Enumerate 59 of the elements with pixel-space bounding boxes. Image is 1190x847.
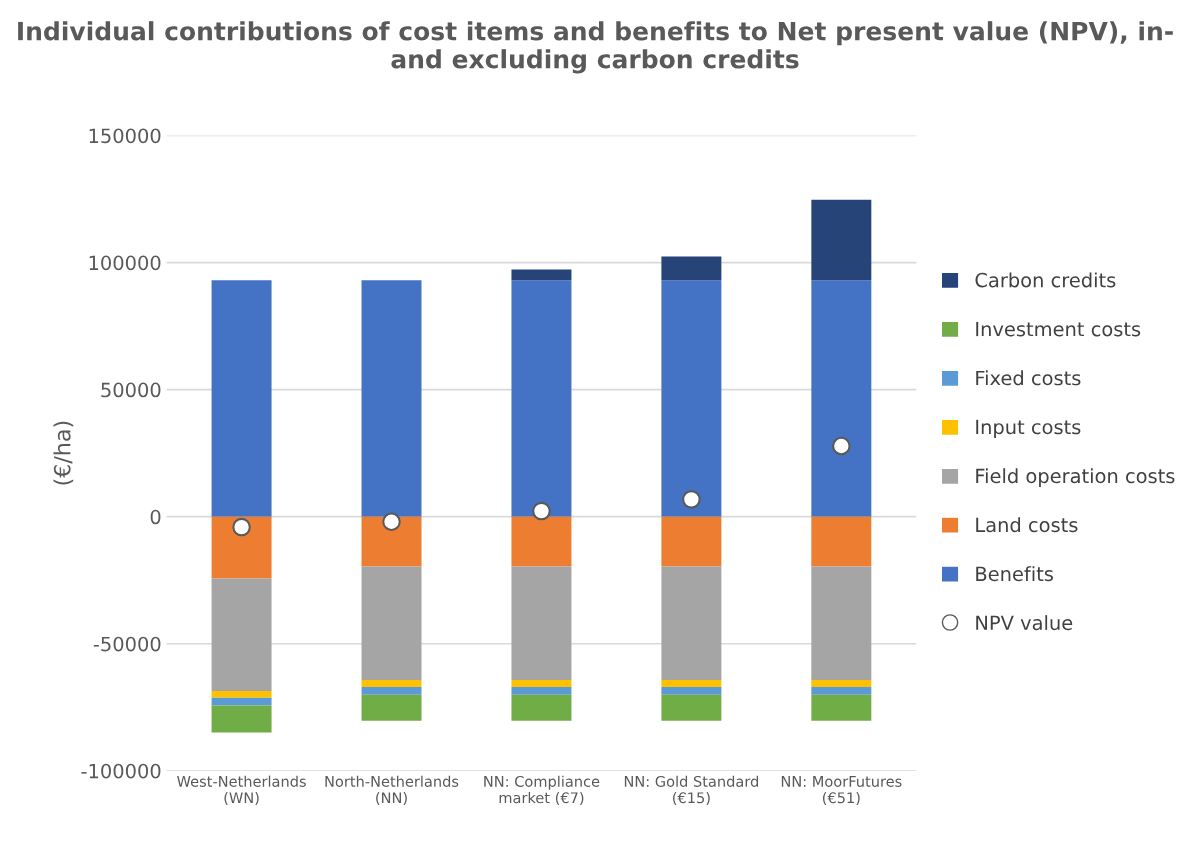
bar xyxy=(511,686,572,695)
bar xyxy=(661,280,722,517)
point xyxy=(832,436,851,456)
bar xyxy=(511,516,572,567)
bar xyxy=(661,566,722,681)
legend-label: Carbon credits xyxy=(975,272,1116,288)
y-tick-label: 100000 xyxy=(89,255,161,271)
bar xyxy=(361,694,422,721)
legend-label: Input costs xyxy=(976,419,1081,439)
bar xyxy=(661,256,722,281)
bar xyxy=(811,694,872,721)
bar xyxy=(511,269,572,281)
legend-label: Field operation costs xyxy=(976,468,1175,488)
bar xyxy=(811,516,872,567)
legend-label: Investment costs xyxy=(976,321,1141,337)
bar xyxy=(661,680,722,687)
bar xyxy=(211,697,272,706)
bar xyxy=(661,686,722,695)
y-tick-label: 50000 xyxy=(101,382,161,398)
bar xyxy=(511,566,572,681)
point xyxy=(532,501,551,521)
bar xyxy=(211,516,272,579)
bar xyxy=(811,280,872,517)
chart-title: Individual contributions of cost items and benefits to Net present value (NPV), in- and excluding carbon credits xyxy=(18,21,1173,74)
x-tick-label: NN: Gold Standard (€15) xyxy=(624,775,758,805)
bar xyxy=(661,516,722,567)
legend-label: NPV value xyxy=(976,615,1073,631)
bar xyxy=(361,516,422,567)
point xyxy=(382,512,401,532)
bar xyxy=(811,566,872,681)
bar xyxy=(511,680,572,687)
point xyxy=(682,490,701,509)
bar xyxy=(811,199,872,281)
y-tick-label: 0 xyxy=(150,509,161,525)
legend-label: Land costs xyxy=(976,517,1078,533)
y-tick-label: -100000 xyxy=(81,763,161,779)
bar xyxy=(211,578,272,691)
x-tick-label: NN: MoorFutures (€51) xyxy=(781,776,902,805)
point xyxy=(232,517,251,537)
y-axis-title: (€/ha) xyxy=(53,421,74,485)
bar xyxy=(211,280,272,517)
bar xyxy=(211,705,272,733)
legend-label: Fixed costs xyxy=(976,370,1081,386)
bar xyxy=(211,690,272,698)
y-tick-label: 150000 xyxy=(89,128,161,144)
bar xyxy=(811,680,872,687)
x-tick-label: North-Netherlands (NN) xyxy=(325,775,459,805)
bar xyxy=(811,686,872,695)
bar xyxy=(361,680,422,687)
x-tick-label: West-Netherlands (WN) xyxy=(177,775,306,805)
bar xyxy=(361,566,422,681)
bar xyxy=(511,694,572,721)
bar xyxy=(361,280,422,517)
bar xyxy=(361,686,422,695)
bar xyxy=(661,694,722,721)
bar xyxy=(511,280,572,517)
y-tick-label: -50000 xyxy=(93,636,161,652)
legend-label: Benefits xyxy=(976,566,1053,582)
x-tick-label: NN: Compliance market (€7) xyxy=(484,775,600,805)
